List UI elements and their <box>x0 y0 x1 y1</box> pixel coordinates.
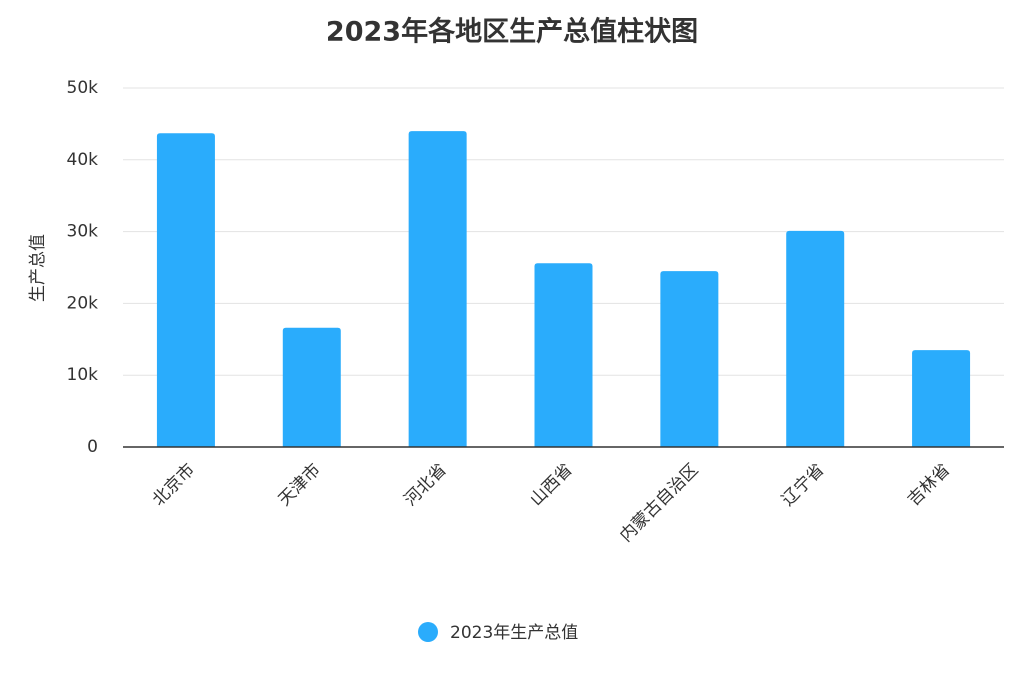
bar <box>912 350 971 447</box>
bar <box>282 327 341 447</box>
x-tick-label: 山西省 <box>526 460 576 510</box>
y-tick-label: 10k <box>67 365 99 385</box>
bar <box>156 133 215 447</box>
y-tick-label: 0 <box>87 437 98 457</box>
x-tick-label: 天津市 <box>275 460 325 510</box>
legend-label: 2023年生产总值 <box>450 623 578 643</box>
bar <box>660 271 719 447</box>
x-tick-label: 吉林省 <box>904 460 954 510</box>
x-tick-label: 辽宁省 <box>778 460 828 510</box>
x-tick-label: 内蒙古自治区 <box>616 460 702 546</box>
x-tick-label: 北京市 <box>149 460 199 510</box>
bar <box>408 131 467 447</box>
bar <box>786 230 845 447</box>
legend-marker <box>418 622 438 642</box>
x-tick-label: 河北省 <box>401 460 451 510</box>
y-tick-label: 30k <box>67 222 99 242</box>
y-tick-label: 40k <box>67 150 99 170</box>
y-tick-label: 50k <box>67 78 99 98</box>
chart-title: 2023年各地区生产总值柱状图 <box>326 16 698 48</box>
y-axis-title: 生产总值 <box>28 234 48 302</box>
y-tick-label: 20k <box>67 293 99 313</box>
bar <box>534 263 593 447</box>
